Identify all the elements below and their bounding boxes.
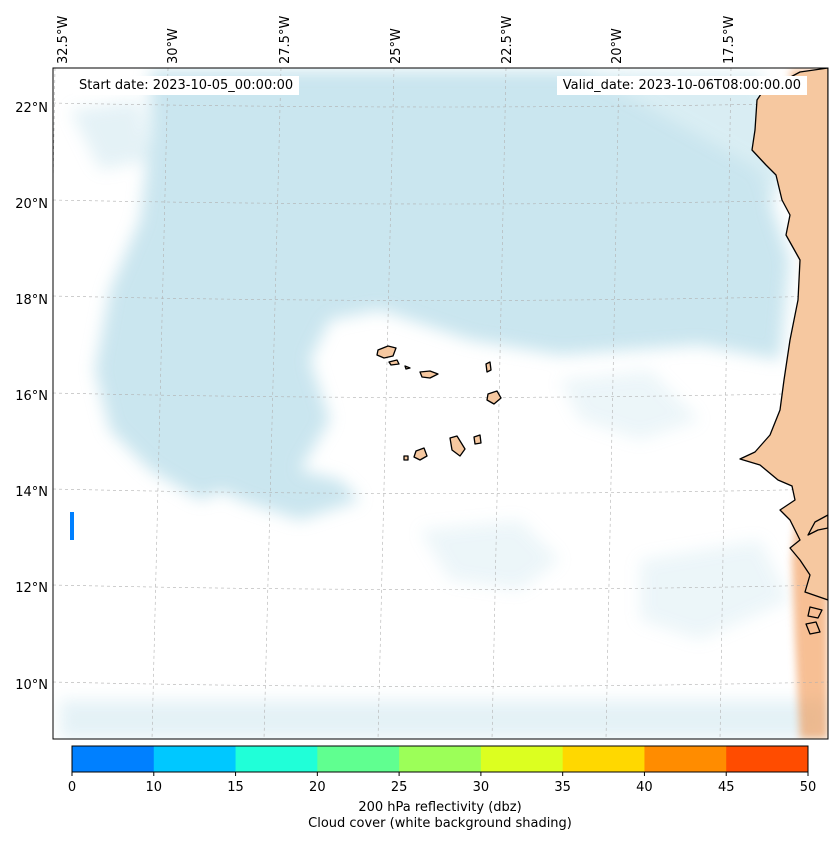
coast-detail-islands	[805, 621, 821, 635]
colorbar: 0 10 15 20 25 30 35 40 45 50	[68, 745, 817, 795]
colorbar-segment	[153, 746, 237, 772]
colorbar-label: 200 hPa reflectivity (dbz) Cloud cover (…	[72, 800, 808, 832]
colorbar-segment	[399, 746, 482, 772]
island-santiago	[449, 435, 466, 457]
island-boa-vista	[486, 390, 502, 405]
lat-label: 22°N	[15, 101, 48, 116]
map-frame	[52, 67, 829, 740]
lon-label: 32.5°W	[56, 16, 71, 64]
cloud-cover-shading	[60, 70, 828, 739]
colorbar-tick-label: 20	[309, 780, 326, 795]
island-brava	[403, 455, 409, 461]
lat-label: 20°N	[15, 197, 48, 212]
island-santo-antao	[376, 345, 397, 359]
lon-label: 22.5°W	[500, 16, 515, 64]
colorbar-tick-label: 10	[146, 780, 163, 795]
graticule	[53, 68, 828, 739]
reflectivity-spot	[70, 512, 74, 540]
colorbar-frame	[71, 745, 809, 773]
lon-label: 25°W	[389, 28, 404, 64]
lon-label: 27.5°W	[278, 16, 293, 64]
colorbar-tick-label: 50	[800, 780, 817, 795]
latitude-labels: 22°N 20°N 18°N 16°N 14°N 12°N 10°N	[15, 101, 48, 693]
colorbar-tick-label: 25	[391, 780, 408, 795]
colorbar-segment	[72, 746, 155, 772]
colorbar-tick-label: 15	[227, 780, 244, 795]
island-sal	[485, 361, 492, 373]
colorbar-segment	[644, 746, 727, 772]
colorbar-label-line1: 200 hPa reflectivity (dbz)	[358, 800, 522, 815]
colorbar-segment	[317, 746, 400, 772]
colorbar-segment	[562, 746, 645, 772]
lat-label: 14°N	[15, 485, 48, 500]
lon-label: 20°W	[610, 28, 625, 64]
lon-label: 30°W	[166, 28, 181, 64]
island-santa-luzia	[404, 365, 411, 370]
colorbar-segment	[235, 746, 318, 772]
africa-coast	[739, 68, 828, 601]
lat-label: 10°N	[15, 678, 48, 693]
lat-label: 16°N	[15, 389, 48, 404]
island-fogo	[413, 447, 428, 461]
island-sao-vicente	[388, 359, 400, 366]
colorbar-tick-label: 35	[554, 780, 571, 795]
colorbar-segment	[726, 746, 809, 772]
valid-date-label: Valid_date: 2023-10-06T08:00:00.00	[556, 76, 807, 95]
start-date-label: Start date: 2023-10-05_00:00:00	[73, 76, 300, 95]
colorbar-tick-label: 45	[718, 780, 735, 795]
lon-label: 17.5°W	[722, 16, 737, 64]
coastline	[376, 68, 828, 635]
longitude-labels: 32.5°W 30°W 27.5°W 25°W 22.5°W 20°W 17.5…	[56, 16, 737, 64]
lat-label: 18°N	[15, 293, 48, 308]
coast-detail-gambia	[807, 514, 828, 536]
island-maio	[473, 434, 482, 445]
colorbar-tick-label: 30	[473, 780, 490, 795]
colorbar-tick-label: 0	[68, 780, 76, 795]
coast-detail-bissagos	[807, 606, 823, 619]
lat-label: 12°N	[15, 581, 48, 596]
colorbar-label-line2: Cloud cover (white background shading)	[308, 816, 572, 831]
colorbar-tick-label: 40	[636, 780, 653, 795]
island-sao-nicolau	[419, 370, 439, 379]
colorbar-segment	[480, 746, 564, 772]
